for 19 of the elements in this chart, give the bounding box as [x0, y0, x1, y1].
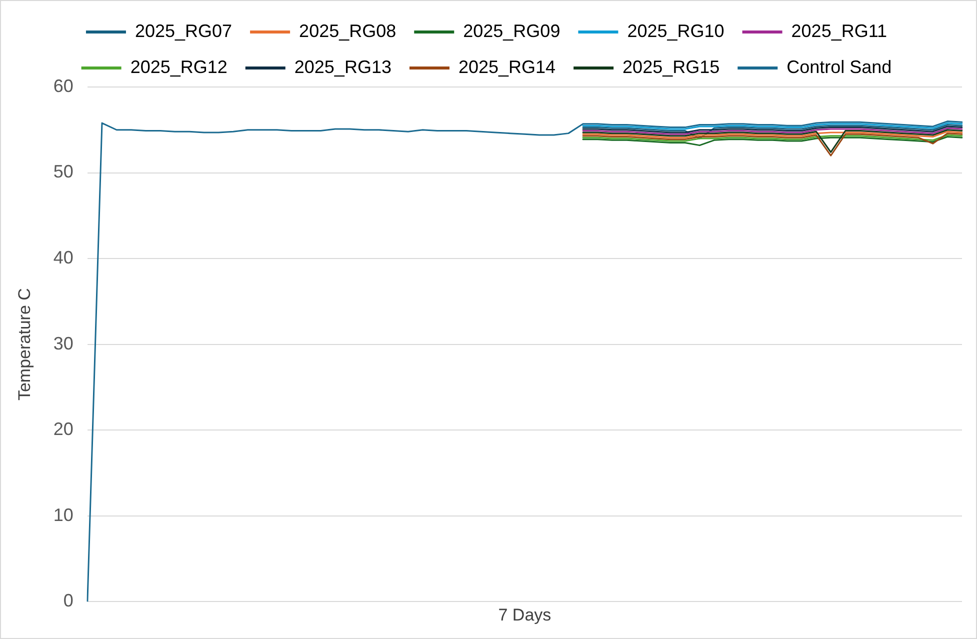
y-tick-label: 20: [53, 419, 74, 440]
legend-label: 2025_RG09: [463, 20, 560, 41]
y-tick-label: 30: [53, 333, 74, 354]
legend-label: 2025_RG11: [791, 20, 888, 41]
legend-label: 2025_RG14: [458, 56, 556, 77]
legend-label: 2025_RG10: [627, 20, 724, 41]
y-tick-label: 0: [63, 590, 74, 611]
y-tick-label: 50: [53, 162, 74, 182]
x-axis-title: 7 Days: [498, 605, 552, 624]
y-tick-label: 40: [53, 248, 74, 268]
legend-label: 2025_RG07: [134, 20, 232, 41]
legend-label: 2025_RG13: [294, 56, 392, 77]
legend-label: 2025_RG08: [299, 20, 396, 41]
legend-label: Control Sand: [786, 56, 892, 77]
y-tick-label: 60: [53, 76, 74, 96]
legend-label: 2025_RG15: [622, 56, 720, 77]
y-tick-label: 10: [53, 504, 74, 525]
y-axis-title: Temperature C: [14, 288, 34, 401]
legend-label: 2025_RG12: [130, 56, 228, 77]
